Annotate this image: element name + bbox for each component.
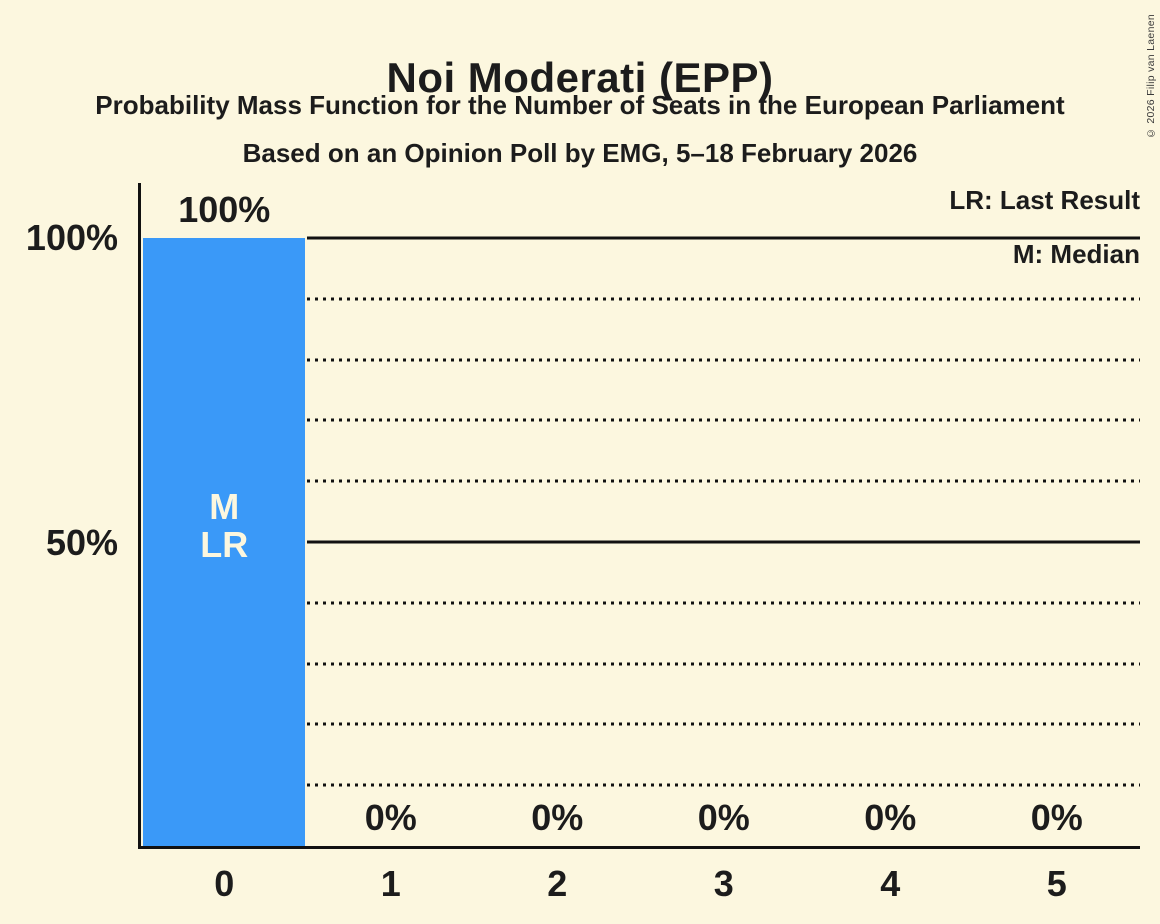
median-marker: M (209, 486, 240, 527)
median-last-result-annotation: M LR (141, 488, 308, 564)
chart-subtitle: Probability Mass Function for the Number… (95, 90, 1065, 120)
gridline-10pct (307, 783, 1140, 787)
y-axis-line (138, 183, 141, 849)
x-axis-label-2: 2 (547, 863, 568, 904)
x-axis-label-5: 5 (1046, 863, 1067, 904)
x-axis-label-0: 0 (214, 863, 235, 904)
gridline-60pct (307, 479, 1140, 483)
bar-column-5: 0% (974, 238, 1141, 846)
bar-column-0: 100% M LR (141, 192, 308, 846)
x-axis-label-4: 4 (880, 863, 901, 904)
bar-column-4: 0% (807, 238, 974, 846)
bar-column-2: 0% (474, 238, 641, 846)
bar-value-label-1: 0% (364, 797, 417, 838)
x-axis-line (138, 846, 1140, 849)
gridline-100pct (307, 236, 1140, 240)
bar-column-3: 0% (641, 238, 808, 846)
legend-median: M: Median (1012, 239, 1140, 269)
gridline-30pct (307, 662, 1140, 666)
chart-poll-source: Based on an Opinion Poll by EMG, 5–18 Fe… (242, 138, 918, 168)
gridline-80pct (307, 358, 1140, 362)
bar-value-label-4: 0% (864, 797, 917, 838)
y-axis-tick-50: 50% (45, 522, 118, 563)
x-axis-label-1: 1 (380, 863, 401, 904)
gridline-90pct (307, 297, 1140, 301)
plot-area: 100% M LR 0% 0% 0% 0% 0% (141, 192, 1141, 846)
y-axis-tick-100: 100% (25, 217, 118, 258)
x-axis-label-3: 3 (713, 863, 734, 904)
bar-value-label-3: 0% (697, 797, 750, 838)
bar-value-label-2: 0% (531, 797, 584, 838)
gridline-50pct (307, 540, 1140, 544)
gridlines (307, 236, 1140, 846)
chart-title: Noi Moderati (EPP) (386, 54, 774, 102)
bar-column-1: 0% (308, 238, 475, 846)
gridline-20pct (307, 722, 1140, 726)
x-axis-labels: 0 1 2 3 4 5 (141, 862, 1140, 906)
probability-bar-0 (143, 238, 305, 846)
gridline-40pct (307, 601, 1140, 605)
gridline-70pct (307, 418, 1140, 422)
bar-value-label-0: 100% (178, 189, 271, 230)
legend-last-result: LR: Last Result (949, 185, 1140, 215)
last-result-marker: LR (200, 524, 249, 565)
bar-value-label-5: 0% (1030, 797, 1083, 838)
